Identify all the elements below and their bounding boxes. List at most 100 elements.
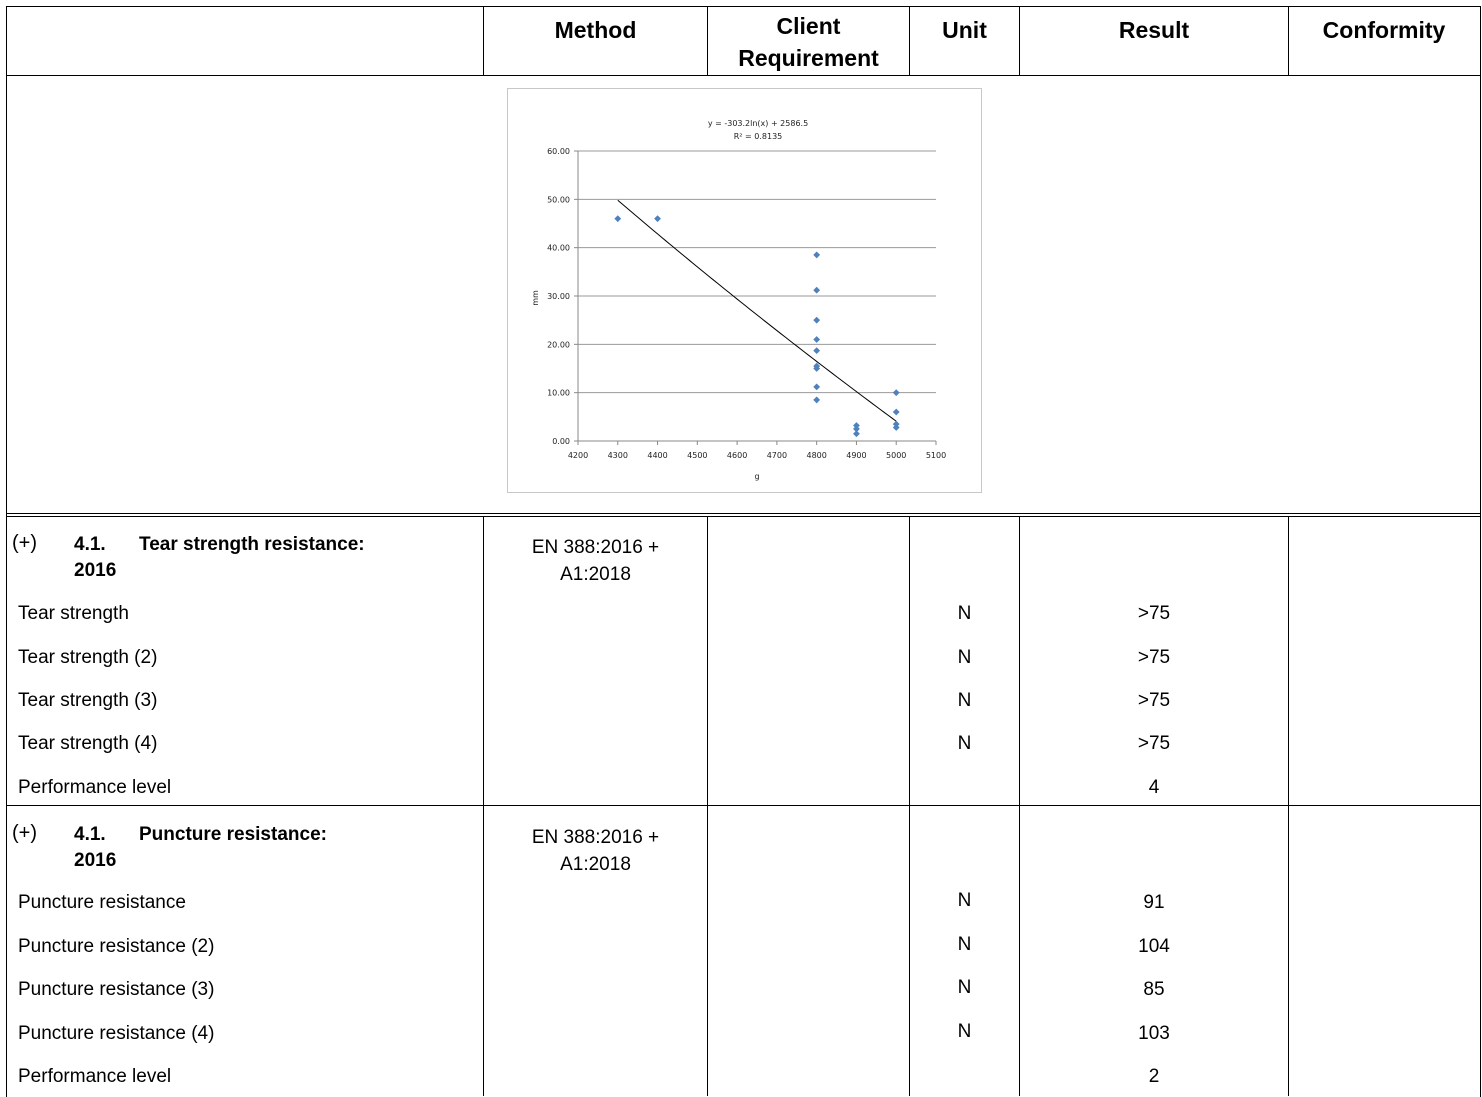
data-point — [813, 396, 821, 404]
x-tick-label: 5000 — [886, 451, 906, 460]
row-unit: N — [957, 647, 972, 668]
header-client-requirement-text: Client Requirement — [738, 13, 879, 71]
header-divider — [707, 6, 708, 76]
x-tick-label: 4400 — [647, 451, 667, 460]
results-table — [6, 6, 1481, 1097]
row-result: 91 — [1143, 892, 1165, 913]
row-result: 103 — [1138, 1023, 1170, 1044]
column-divider — [909, 516, 910, 1096]
row-result: >75 — [1137, 690, 1171, 711]
row-label: Tear strength (4) — [18, 733, 158, 754]
y-tick-label: 0.00 — [552, 437, 570, 446]
y-tick-label: 50.00 — [547, 195, 570, 204]
chart-section-border — [6, 516, 1480, 517]
y-tick-label: 10.00 — [547, 389, 570, 398]
column-divider — [483, 516, 484, 1096]
row-unit: N — [957, 934, 972, 955]
expand-toggle[interactable]: (+) — [12, 532, 37, 554]
row-label: Performance level — [18, 777, 172, 798]
row-label: Performance level — [18, 1066, 172, 1087]
trendline-r-squared: R² = 0.8135 — [734, 132, 783, 141]
row-result: 85 — [1143, 979, 1165, 1000]
row-label: Tear strength — [18, 603, 129, 624]
header-divider — [1019, 6, 1020, 76]
section-heading-tear: (+) 4.1. Tear strength resistance: 2016 — [12, 530, 482, 590]
row-unit: N — [957, 1021, 972, 1042]
row-result: >75 — [1137, 733, 1171, 754]
y-tick-label: 60.00 — [547, 147, 570, 156]
header-divider — [483, 6, 484, 76]
section-divider — [6, 805, 1480, 806]
row-result: >75 — [1137, 603, 1171, 624]
data-point — [813, 316, 821, 324]
trendline-equation: y = -303.2ln(x) + 2586.5 — [708, 119, 808, 128]
data-point — [813, 383, 821, 391]
header-method: Method — [554, 17, 637, 43]
trend-chart: 0.00 10.00 20.00 30.00 40.00 50.00 60.00 4200 43… — [507, 88, 982, 493]
x-tick-label: 4600 — [727, 451, 747, 460]
row-unit: N — [957, 890, 972, 911]
section-heading-puncture: (+) 4.1. Puncture resistance: 2016 — [12, 820, 482, 880]
header-bottom-border — [6, 75, 1480, 76]
y-tick-label: 40.00 — [547, 244, 570, 253]
header-client-requirement: Client Requirement — [708, 10, 909, 74]
header-unit: Unit — [942, 17, 987, 43]
data-point — [853, 430, 860, 438]
data-point — [654, 215, 661, 223]
data-point — [892, 389, 900, 397]
column-divider — [1019, 516, 1020, 1096]
y-tick-label: 20.00 — [547, 340, 570, 349]
column-divider — [707, 516, 708, 1096]
method-value: EN 388:2016 + — [531, 537, 660, 558]
section-year: 2016 — [74, 560, 117, 581]
row-label: Puncture resistance — [18, 892, 186, 913]
data-point — [813, 251, 821, 259]
row-unit: N — [957, 603, 972, 624]
data-point — [853, 425, 860, 433]
data-point — [813, 365, 821, 372]
header-divider — [909, 6, 910, 76]
x-tick-label: 4200 — [568, 451, 588, 460]
y-tick-label: 30.00 — [547, 292, 570, 301]
section-number: 4.1. — [74, 824, 106, 845]
method-value: EN 388:2016 + — [531, 827, 660, 848]
row-label: Puncture resistance (4) — [18, 1023, 215, 1044]
row-unit: N — [957, 690, 972, 711]
section-number: 4.1. — [74, 534, 106, 555]
row-label: Tear strength (3) — [18, 690, 158, 711]
header-divider — [1288, 6, 1289, 76]
data-point — [813, 336, 821, 343]
section-year: 2016 — [74, 850, 117, 871]
x-axis-label: g — [754, 472, 759, 481]
x-tick-label: 4300 — [608, 451, 628, 460]
row-result: 4 — [1148, 777, 1160, 798]
row-label: Tear strength (2) — [18, 647, 158, 668]
trend-chart-svg: 0.00 10.00 20.00 30.00 40.00 50.00 60.00 4200 43… — [531, 119, 946, 481]
expand-toggle[interactable]: (+) — [12, 822, 37, 844]
column-divider — [1288, 516, 1289, 1096]
x-tick-label: 4900 — [846, 451, 866, 460]
chart-section-border — [6, 513, 1480, 514]
method-value: A1:2018 — [560, 564, 631, 585]
row-label: Puncture resistance (3) — [18, 979, 215, 1000]
data-point — [614, 215, 622, 223]
x-tick-label: 4800 — [806, 451, 826, 460]
x-tick-label: 5100 — [926, 451, 946, 460]
row-result: >75 — [1137, 647, 1171, 668]
row-unit: N — [957, 977, 972, 998]
x-tick-label: 4700 — [767, 451, 787, 460]
method-value: A1:2018 — [560, 854, 631, 875]
header-result: Result — [1118, 17, 1190, 43]
section-title: Tear strength resistance: — [139, 534, 365, 555]
data-point — [813, 286, 821, 294]
y-axis-label: mm — [531, 290, 540, 306]
row-result: 104 — [1138, 936, 1170, 957]
row-result: 2 — [1148, 1066, 1160, 1087]
header-conformity: Conformity — [1322, 17, 1446, 43]
row-label: Puncture resistance (2) — [18, 936, 215, 957]
data-point — [892, 408, 900, 416]
section-title: Puncture resistance: — [139, 824, 327, 845]
data-point — [813, 347, 821, 355]
x-tick-label: 4500 — [687, 451, 707, 460]
trendline — [617, 199, 897, 422]
